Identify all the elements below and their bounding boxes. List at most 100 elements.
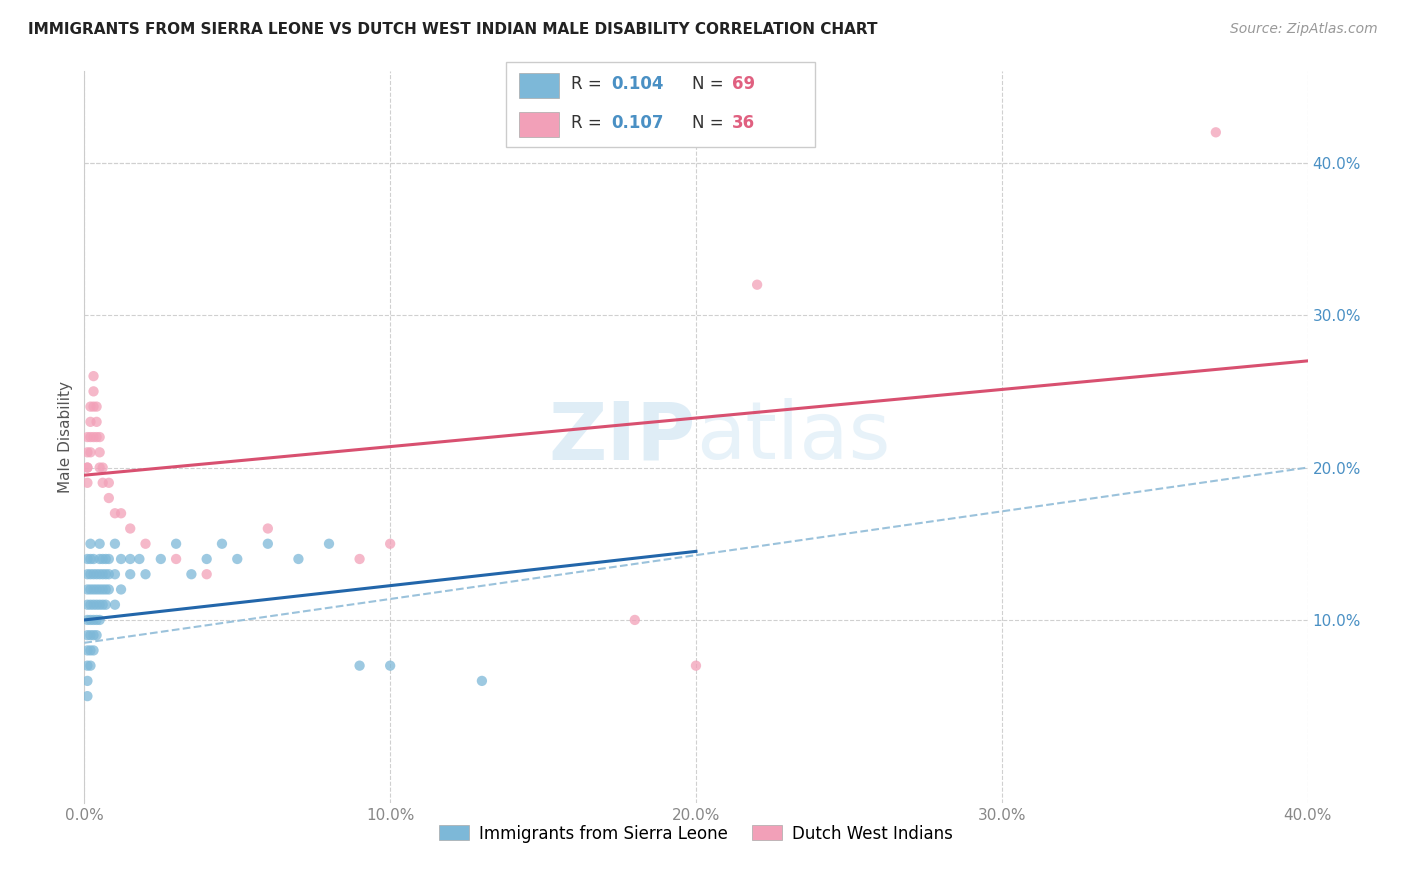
Point xyxy=(94,552,117,566)
Text: R =: R = xyxy=(571,114,607,132)
Point xyxy=(76,582,98,597)
Text: 0.107: 0.107 xyxy=(612,114,664,132)
Point xyxy=(624,613,647,627)
Point xyxy=(104,506,127,520)
Point xyxy=(89,430,111,444)
Point xyxy=(86,430,108,444)
Point xyxy=(104,598,127,612)
Text: Source: ZipAtlas.com: Source: ZipAtlas.com xyxy=(1230,22,1378,37)
Point xyxy=(120,567,142,582)
FancyBboxPatch shape xyxy=(519,72,558,98)
Point xyxy=(86,582,108,597)
Point xyxy=(89,567,111,582)
Point xyxy=(76,689,98,703)
Point xyxy=(104,537,127,551)
Point xyxy=(97,582,120,597)
Point xyxy=(76,445,98,459)
Point xyxy=(380,658,402,673)
Text: N =: N = xyxy=(692,76,728,94)
Point xyxy=(83,628,105,642)
Point xyxy=(110,506,132,520)
Point xyxy=(94,598,117,612)
Point xyxy=(135,537,157,551)
FancyBboxPatch shape xyxy=(506,62,815,147)
Point xyxy=(86,613,108,627)
Point xyxy=(226,552,249,566)
Point xyxy=(195,552,218,566)
Point xyxy=(94,582,117,597)
Point xyxy=(79,400,101,414)
Point xyxy=(79,598,101,612)
Point xyxy=(89,460,111,475)
Point xyxy=(97,491,120,505)
Point xyxy=(76,673,98,688)
Point xyxy=(165,552,187,566)
Point xyxy=(79,430,101,444)
Text: IMMIGRANTS FROM SIERRA LEONE VS DUTCH WEST INDIAN MALE DISABILITY CORRELATION CH: IMMIGRANTS FROM SIERRA LEONE VS DUTCH WE… xyxy=(28,22,877,37)
Point xyxy=(287,552,309,566)
Point xyxy=(195,567,218,582)
Text: ZIP: ZIP xyxy=(548,398,696,476)
Point xyxy=(86,415,108,429)
Point xyxy=(83,613,105,627)
Point xyxy=(76,475,98,490)
Point xyxy=(76,598,98,612)
Point xyxy=(83,643,105,657)
Point xyxy=(165,537,187,551)
Point xyxy=(86,400,108,414)
Point xyxy=(120,552,142,566)
Point xyxy=(76,613,98,627)
Point xyxy=(149,552,172,566)
Point xyxy=(110,552,132,566)
Legend: Immigrants from Sierra Leone, Dutch West Indians: Immigrants from Sierra Leone, Dutch West… xyxy=(432,818,960,849)
Point xyxy=(83,400,105,414)
Point xyxy=(76,628,98,642)
Point xyxy=(89,582,111,597)
Point xyxy=(91,460,114,475)
Point xyxy=(79,582,101,597)
Point xyxy=(83,582,105,597)
Point xyxy=(128,552,150,566)
Point xyxy=(180,567,202,582)
Text: atlas: atlas xyxy=(696,398,890,476)
Point xyxy=(685,658,707,673)
Point xyxy=(257,537,280,551)
Point xyxy=(76,658,98,673)
Point xyxy=(94,567,117,582)
Point xyxy=(86,567,108,582)
Point xyxy=(79,628,101,642)
Point xyxy=(83,430,105,444)
Point xyxy=(97,475,120,490)
Point xyxy=(471,673,494,688)
Point xyxy=(79,415,101,429)
Point xyxy=(91,582,114,597)
Point xyxy=(91,598,114,612)
Point xyxy=(91,475,114,490)
Point xyxy=(747,277,769,292)
Point xyxy=(211,537,233,551)
Point xyxy=(1205,125,1227,139)
Point xyxy=(89,552,111,566)
Point xyxy=(79,445,101,459)
Point xyxy=(89,445,111,459)
Point xyxy=(76,567,98,582)
Point xyxy=(86,628,108,642)
Point xyxy=(120,521,142,535)
Point xyxy=(83,567,105,582)
Point xyxy=(380,537,402,551)
Text: N =: N = xyxy=(692,114,728,132)
Point xyxy=(97,552,120,566)
Point xyxy=(83,384,105,399)
Point xyxy=(89,613,111,627)
Point xyxy=(89,537,111,551)
Text: R =: R = xyxy=(571,76,607,94)
Point xyxy=(110,582,132,597)
Point xyxy=(79,537,101,551)
Point xyxy=(76,552,98,566)
Point xyxy=(86,598,108,612)
Text: 36: 36 xyxy=(733,114,755,132)
Point xyxy=(79,643,101,657)
Point xyxy=(79,552,101,566)
Point xyxy=(97,567,120,582)
Point xyxy=(257,521,280,535)
